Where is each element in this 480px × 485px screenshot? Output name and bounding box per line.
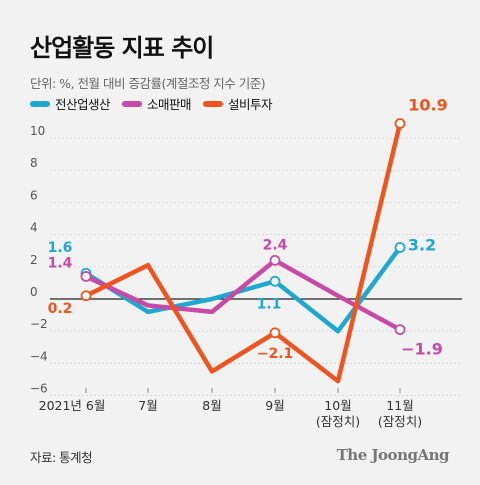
chart-subtitle: 단위: %, 전월 대비 증감률(계절조정 지수 기준) xyxy=(30,76,266,91)
legend-item-retail: 소매판매 xyxy=(122,94,192,113)
y-tick-label: 8 xyxy=(30,156,38,170)
y-tick-label: −6 xyxy=(30,382,48,396)
data-label: 10.9 xyxy=(408,96,447,115)
data-label: −1.9 xyxy=(401,340,443,359)
data-point-marker xyxy=(269,327,281,339)
y-tick-label: 10 xyxy=(30,124,45,138)
legend-label-production: 전산업생산 xyxy=(55,97,111,112)
x-tick-label: 9월 xyxy=(265,398,284,413)
data-point-marker xyxy=(80,290,92,302)
x-tick-label: 10월 xyxy=(324,398,351,413)
legend-label-investment: 설비투자 xyxy=(228,97,273,112)
data-point-marker xyxy=(269,254,281,266)
brand-logo: The JoongAng xyxy=(336,446,450,464)
legend-swatch-production xyxy=(30,100,50,107)
legend: 전산업생산 소매판매 설비투자 xyxy=(30,94,273,113)
data-label: 1.4 xyxy=(48,255,73,271)
data-point-marker xyxy=(394,242,406,253)
series-line xyxy=(83,245,403,334)
y-tick-label: 6 xyxy=(30,188,38,202)
x-tick-label: (잠정치) xyxy=(316,414,360,429)
data-point-marker xyxy=(394,118,406,129)
y-tick-label: −4 xyxy=(30,349,48,363)
x-tick-label: 11월 xyxy=(386,398,413,413)
x-tick-label: 8월 xyxy=(202,398,221,413)
legend-item-production: 전산업생산 xyxy=(30,94,111,113)
data-label: 0.2 xyxy=(48,301,73,317)
x-tick-label: 2021년 6월 xyxy=(39,398,106,413)
data-label: −2.1 xyxy=(257,346,294,362)
data-label: 2.4 xyxy=(263,237,288,253)
data-label: 1.1 xyxy=(257,296,282,312)
x-tick-label: (잠정치) xyxy=(378,414,422,429)
source-note: 자료: 통계청 xyxy=(30,450,93,465)
data-label: 1.6 xyxy=(48,240,73,256)
legend-swatch-investment xyxy=(203,100,224,107)
x-tick-label: 7월 xyxy=(138,398,157,413)
legend-item-investment: 설비투자 xyxy=(203,94,273,113)
y-tick-label: 0 xyxy=(30,285,38,299)
data-point-marker xyxy=(394,324,406,335)
series-line xyxy=(83,258,403,332)
legend-label-retail: 소매판매 xyxy=(147,97,192,112)
data-point-marker xyxy=(80,271,92,282)
y-tick-label: −2 xyxy=(30,317,48,331)
series-line xyxy=(83,121,403,384)
data-label: 3.2 xyxy=(408,235,436,254)
chart-title: 산업활동 지표 추이 xyxy=(30,34,214,62)
data-point-marker xyxy=(269,275,281,287)
y-tick-label: 2 xyxy=(30,253,38,267)
legend-swatch-retail xyxy=(122,100,143,107)
y-tick-label: 4 xyxy=(30,221,38,235)
